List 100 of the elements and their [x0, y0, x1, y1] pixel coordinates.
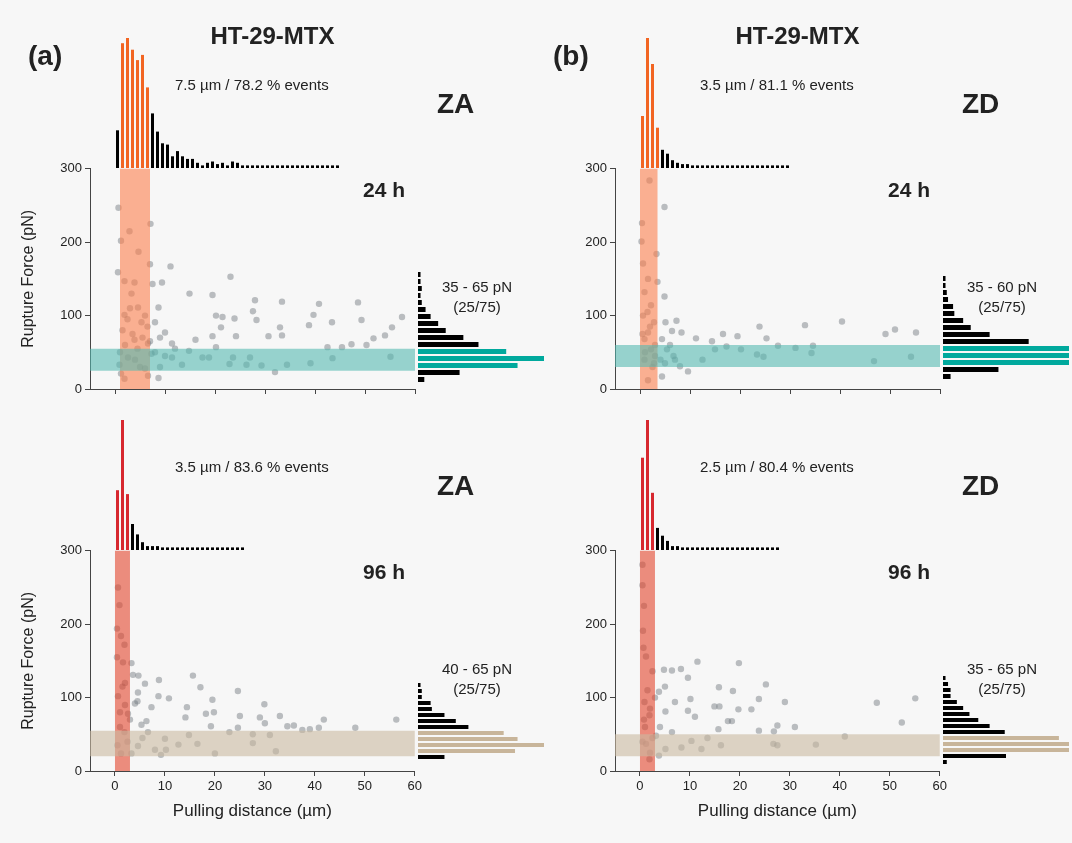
bar [716, 547, 719, 550]
bar [736, 547, 739, 550]
bar [121, 420, 124, 550]
y-tick-label: 0 [599, 762, 607, 778]
bar [251, 165, 254, 168]
bar [761, 547, 764, 550]
y-tick-label: 200 [60, 233, 82, 249]
bar [741, 165, 744, 168]
bar [201, 165, 204, 168]
y-tick-label: 300 [60, 160, 82, 176]
annotation: 24 h [887, 178, 930, 202]
bar [943, 276, 946, 281]
bar [161, 547, 164, 550]
bar [196, 162, 199, 168]
bar [786, 165, 789, 168]
bar [241, 165, 244, 168]
bar [418, 719, 456, 723]
bar [943, 318, 964, 323]
bar [696, 547, 699, 550]
bar [211, 161, 214, 168]
bar [206, 547, 209, 550]
x-axis-title: Pulling distance (µm) [697, 801, 857, 821]
bar [721, 165, 724, 168]
bar [116, 490, 119, 550]
bar [418, 749, 516, 753]
bar [766, 165, 769, 168]
bar [131, 524, 134, 550]
x-tick-label: 0 [636, 778, 644, 794]
annotation: 96 h [362, 560, 405, 584]
bar [418, 307, 426, 312]
annotation: 35 - 65 pN (25/75) [440, 277, 513, 316]
annotation: 40 - 65 pN (25/75) [440, 659, 513, 698]
bar [656, 527, 659, 550]
chart-subtitle: (a) [28, 40, 63, 72]
bar [136, 534, 139, 550]
y-tick-label: 300 [585, 160, 607, 176]
bar [226, 165, 229, 168]
bar [418, 725, 469, 729]
bar [746, 547, 749, 550]
bar [751, 547, 754, 550]
bar [646, 420, 649, 550]
bar [943, 346, 1069, 351]
x-tick-label: 50 [882, 778, 898, 794]
bar [418, 743, 544, 747]
bar [666, 153, 669, 168]
bar [331, 165, 334, 168]
bar [286, 165, 289, 168]
bar [231, 161, 234, 168]
annotation: 3.5 µm / 83.6 % events [175, 458, 329, 475]
bar [146, 87, 149, 168]
bar [681, 547, 684, 550]
bar [241, 547, 244, 550]
bar [731, 547, 734, 550]
bar [716, 165, 719, 168]
bar [943, 332, 990, 337]
bar [296, 165, 299, 168]
bar [418, 335, 464, 340]
bar [711, 547, 714, 550]
bar [943, 283, 946, 288]
bar [181, 156, 184, 168]
bar [418, 370, 460, 375]
bar [418, 695, 422, 699]
bar [418, 300, 422, 305]
text: ZA [437, 88, 475, 120]
bar [418, 755, 445, 759]
bar [281, 165, 284, 168]
text: ZD [962, 88, 1000, 120]
bar [761, 165, 764, 168]
bar [418, 689, 422, 693]
bar [746, 165, 749, 168]
x-tick-label: 0 [111, 778, 119, 794]
bar [121, 43, 124, 168]
bar [418, 683, 421, 687]
x-tick-label: 60 [407, 778, 422, 794]
y-tick-label: 0 [74, 762, 82, 778]
x-tick-label: 10 [157, 778, 173, 794]
bar [641, 457, 644, 550]
bar [661, 149, 664, 168]
bar [646, 38, 649, 168]
bar [171, 547, 174, 550]
bar [943, 290, 947, 295]
x-axis-title: Pulling distance (µm) [172, 801, 332, 821]
bar [291, 165, 294, 168]
bar [126, 38, 129, 168]
bar [181, 547, 184, 550]
annotation: 3.5 µm / 81.1 % events [700, 76, 854, 93]
bar [943, 353, 1069, 358]
bar [211, 547, 214, 550]
bar [418, 707, 432, 711]
bar [691, 165, 694, 168]
y-axis-title: Rupture Force (pN) [19, 591, 37, 730]
bar [336, 165, 339, 168]
y-tick-label: 100 [60, 307, 82, 323]
y-tick-label: 100 [60, 689, 82, 705]
bar [201, 547, 204, 550]
bar [943, 748, 1069, 752]
bar [418, 328, 446, 333]
bar [701, 165, 704, 168]
y-tick-label: 100 [585, 689, 607, 705]
y-tick-label: 200 [585, 233, 607, 249]
